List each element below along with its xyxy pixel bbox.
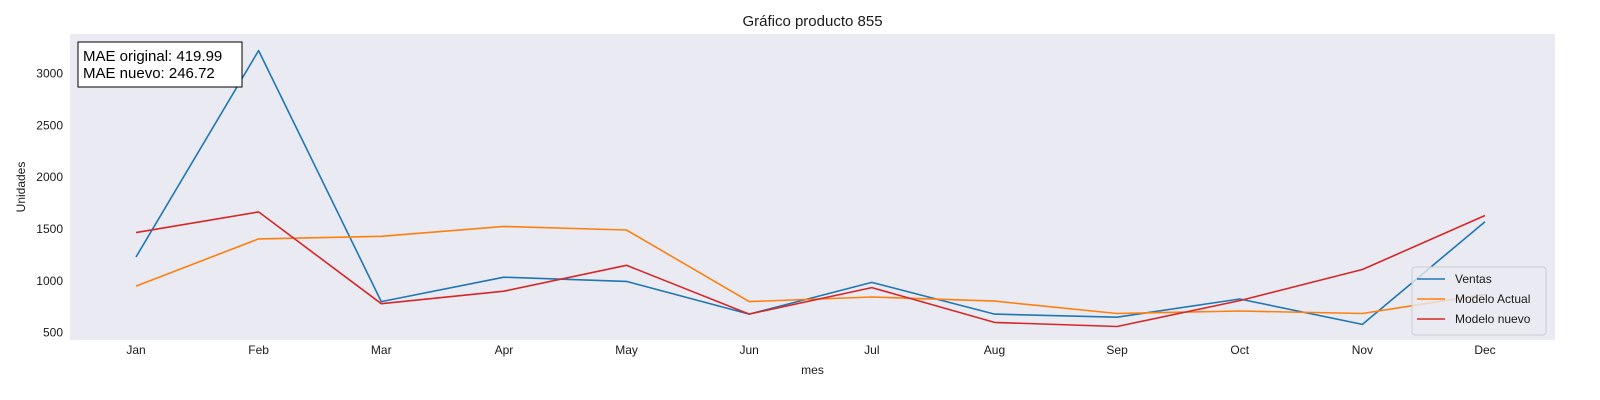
annotation-frame	[77, 41, 243, 88]
legend-entry: Modelo Actual	[1455, 292, 1530, 306]
chart-title: Gráfico producto 855	[742, 13, 882, 30]
x-axis: Jan Feb Mar Apr May Jun Jul Aug Sep Oct Nov Dec	[126, 343, 1495, 357]
x-tick-label: Jun	[740, 343, 759, 357]
x-tick-label: Apr	[495, 343, 514, 357]
mae-annotation-box: MAE original: 419.99 MAE nuevo: 246.72	[77, 41, 243, 88]
x-tick-label: Sep	[1106, 343, 1128, 357]
y-tick-label: 500	[43, 326, 63, 340]
series-lines	[135, 49, 1486, 328]
legend-entry: Modelo nuevo	[1455, 312, 1531, 326]
legend: Ventas Modelo Actual Modelo nuevo	[1411, 266, 1547, 336]
y-tick-label: 1000	[36, 274, 63, 288]
y-tick-label: 2500	[36, 118, 63, 132]
legend-entry: Ventas	[1455, 272, 1492, 286]
y-tick-label: 1500	[36, 222, 63, 236]
annotation-mae-nuevo: MAE nuevo: 246.72	[83, 65, 215, 82]
x-tick-label: Feb	[248, 343, 269, 357]
series-line-0	[135, 49, 1486, 326]
x-tick-label: Oct	[1230, 343, 1249, 357]
y-axis-label: Unidades	[14, 162, 28, 213]
series-line-2	[135, 211, 1486, 328]
series-line-1	[135, 225, 1486, 315]
x-tick-label: May	[615, 343, 638, 357]
annotation-mae-original: MAE original: 419.99	[83, 48, 222, 65]
y-axis: 500 1000 1500 2000 2500 3000	[36, 66, 63, 339]
x-tick-label: Jul	[864, 343, 879, 357]
x-axis-label: mes	[801, 363, 824, 377]
plot-area	[70, 34, 1555, 340]
legend-frame	[1411, 266, 1547, 336]
x-tick-label: Mar	[371, 343, 392, 357]
y-tick-label: 3000	[36, 66, 63, 80]
x-tick-label: Dec	[1474, 343, 1495, 357]
x-tick-label: Jan	[126, 343, 145, 357]
x-tick-label: Nov	[1352, 343, 1373, 357]
y-tick-label: 2000	[36, 170, 63, 184]
x-tick-label: Aug	[984, 343, 1005, 357]
